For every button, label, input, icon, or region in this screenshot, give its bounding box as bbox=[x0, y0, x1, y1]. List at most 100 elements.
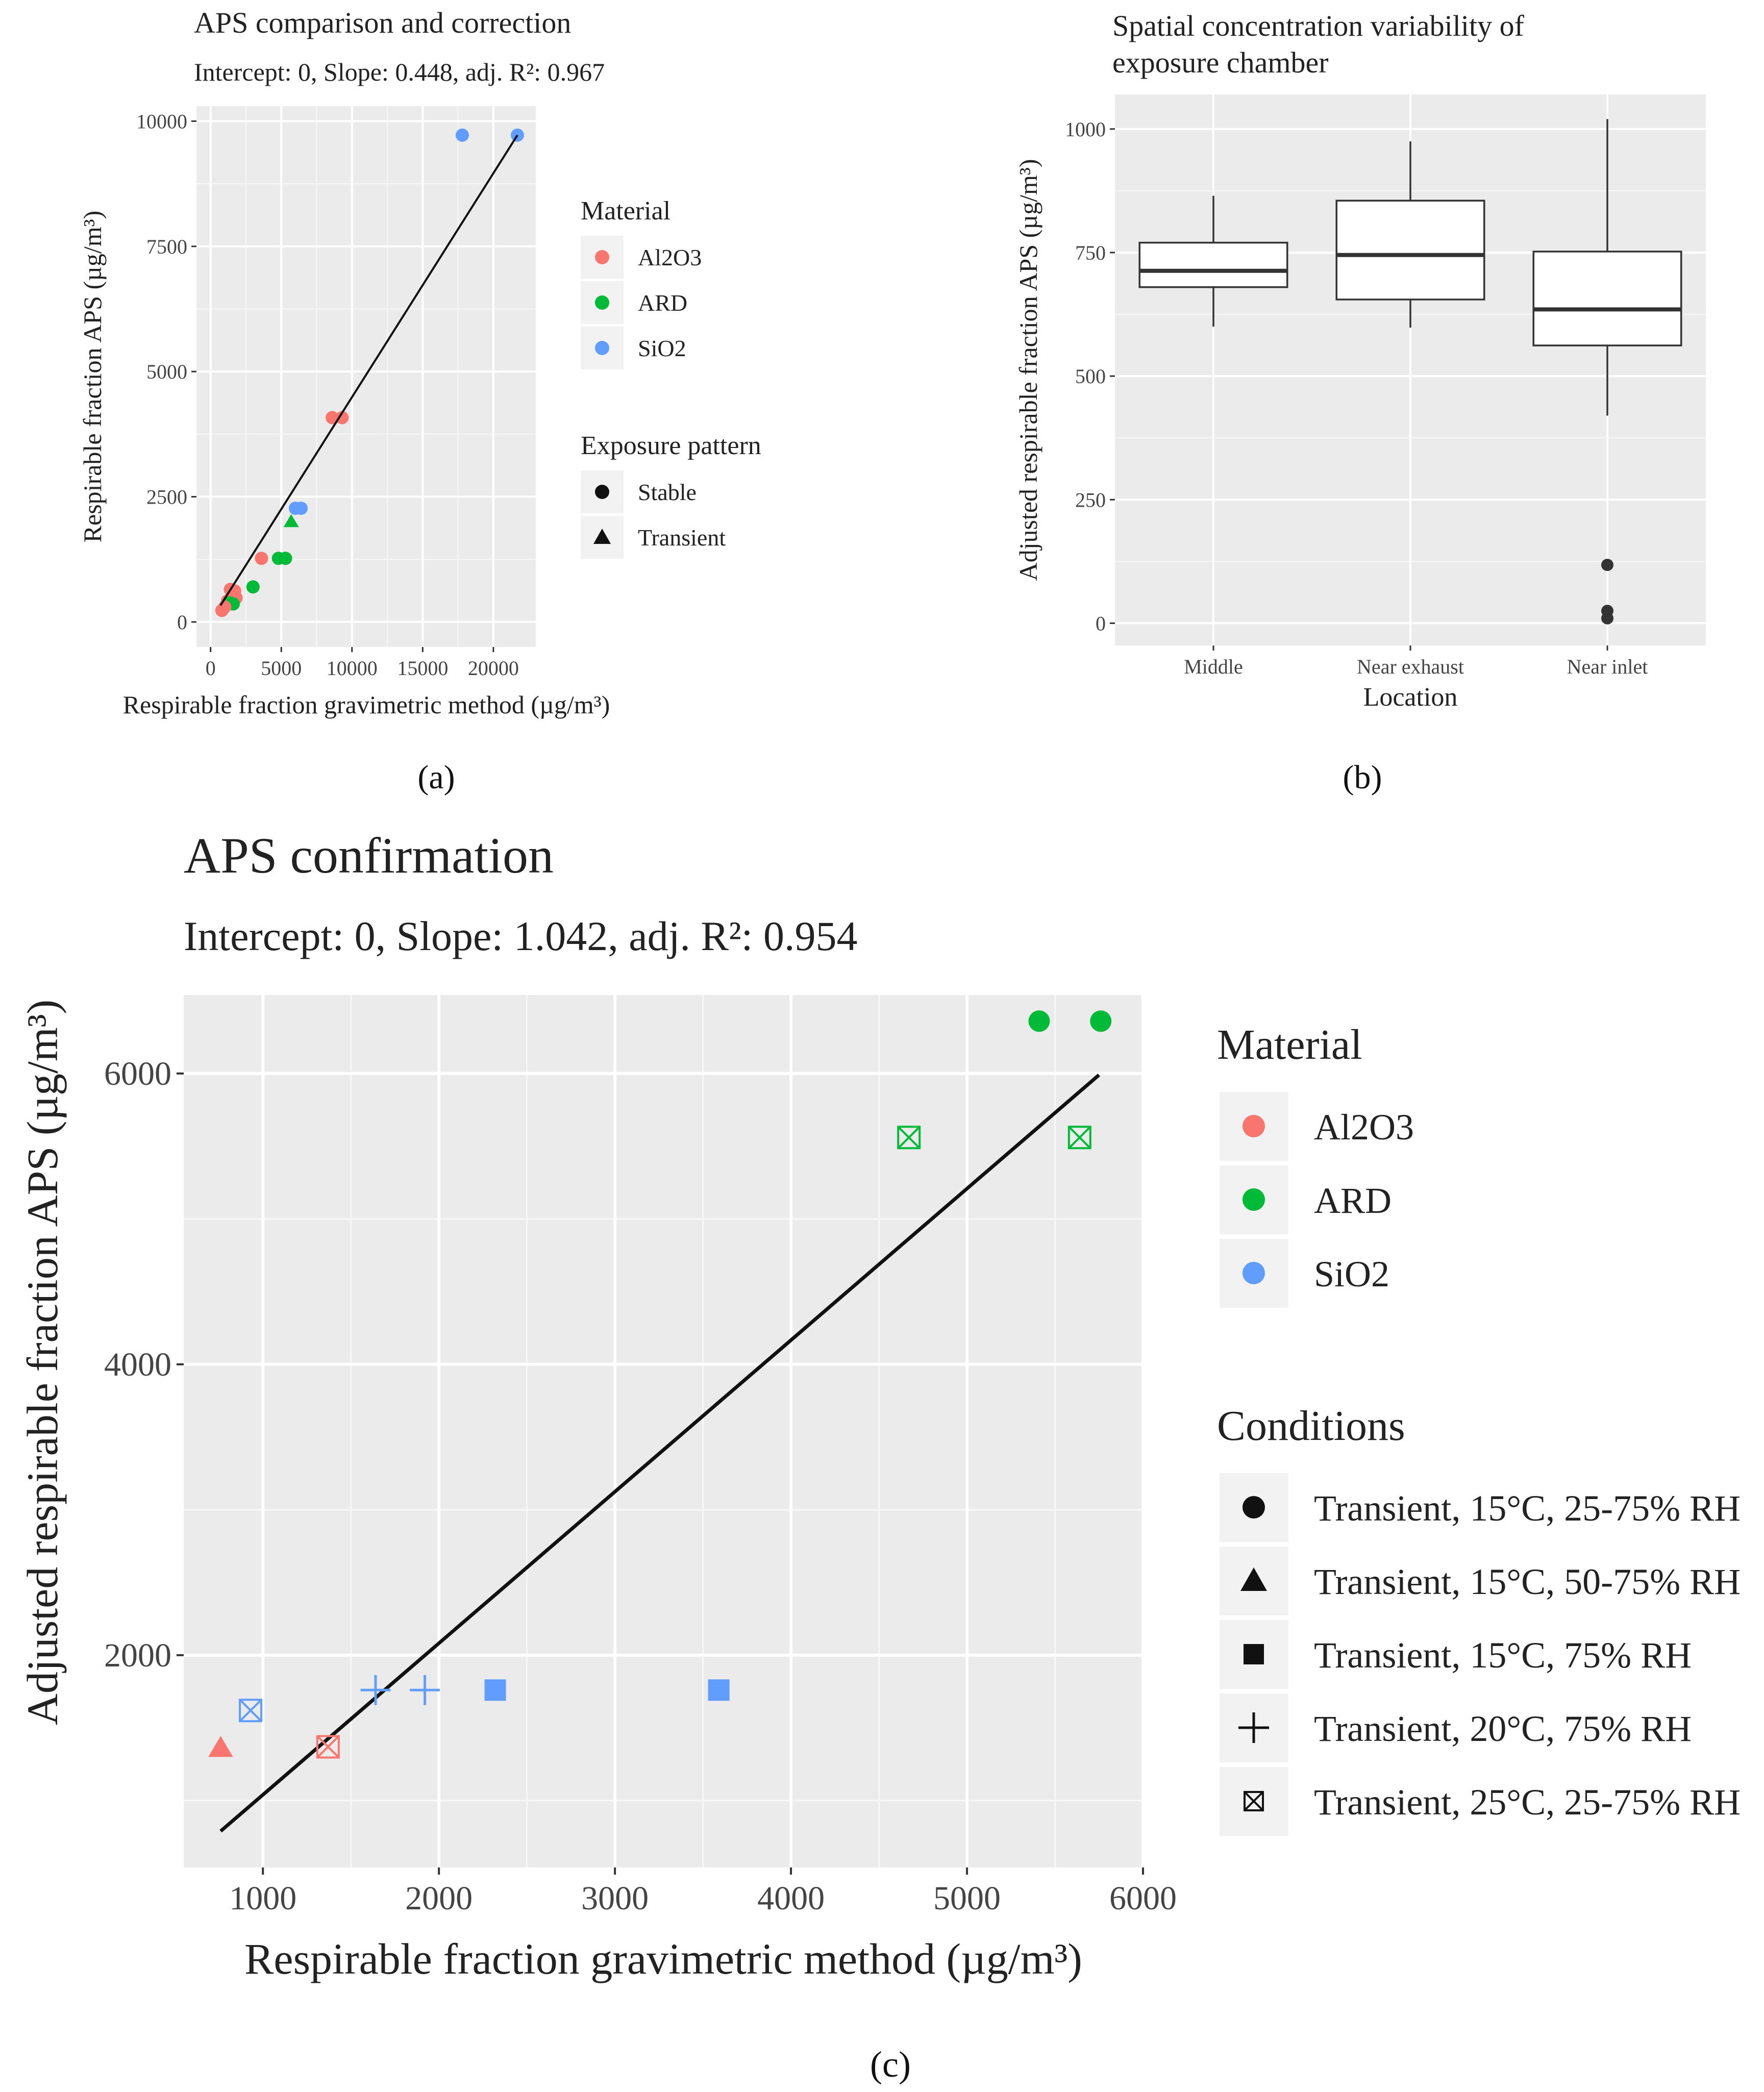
data-point-al2o3 bbox=[335, 411, 349, 425]
panel-b-x-axis-label: Location bbox=[1363, 683, 1458, 712]
y-tick-label: 6000 bbox=[104, 1055, 171, 1092]
panel-a-title: APS comparison and correction bbox=[194, 6, 571, 39]
x-tick-label: Middle bbox=[1184, 655, 1243, 678]
legend-label-ard: ARD bbox=[638, 290, 687, 316]
legend-label-transient: Transient bbox=[638, 525, 726, 551]
panel-a-axes: 0 5000 10000 15000 20000 0 2500 5000 7500 10000 bbox=[136, 110, 519, 680]
box-iqr bbox=[1335, 200, 1485, 301]
legend-label-al2o3: Al2O3 bbox=[1314, 1107, 1414, 1148]
legend-key-square bbox=[1244, 1644, 1264, 1664]
x-tick-label: Near inlet bbox=[1567, 655, 1648, 678]
panel-a-legend-pattern-title: Exposure pattern bbox=[581, 431, 761, 460]
data-point-sio2 bbox=[510, 128, 524, 142]
x-tick-label: 3000 bbox=[581, 1880, 649, 1917]
panel-b-title-line2: exposure chamber bbox=[1112, 46, 1329, 79]
fit-line bbox=[219, 134, 518, 606]
x-tick-label: Near exhaust bbox=[1357, 655, 1464, 678]
data-point-ard bbox=[1028, 1010, 1050, 1032]
legend-key-al2o3 bbox=[595, 250, 609, 264]
legend-key-al2o3 bbox=[1243, 1115, 1265, 1137]
panel-a-label: (a) bbox=[417, 759, 455, 796]
legend-key-ard bbox=[1243, 1188, 1265, 1211]
legend-label-condition-1: Transient, 15°C, 25-75% RH bbox=[1314, 1488, 1741, 1529]
legend-label-ard: ARD bbox=[1314, 1180, 1392, 1221]
panel-a-y-axis-label: Respirable fraction APS (µg/m³) bbox=[78, 211, 107, 543]
legend-key-boxx bbox=[1244, 1791, 1264, 1811]
y-tick-label: 10000 bbox=[136, 110, 187, 133]
y-tick-label: 7500 bbox=[146, 235, 187, 258]
panel-c-legend-conditions-title: Conditions bbox=[1217, 1402, 1405, 1450]
panel-c-gridlines bbox=[184, 995, 1145, 1867]
legend-key-circle bbox=[1243, 1496, 1265, 1518]
legend-label-al2o3: Al2O3 bbox=[638, 244, 702, 270]
data-point-sio2 bbox=[360, 1675, 391, 1705]
x-tick-label: 5000 bbox=[933, 1880, 1001, 1917]
data-point-sio2 bbox=[410, 1675, 440, 1705]
legend-key-transient-triangle bbox=[593, 529, 611, 544]
box-iqr bbox=[1532, 251, 1682, 346]
x-tick-label: 20000 bbox=[468, 657, 519, 680]
panel-b-title-line1: Spatial concentration variability of bbox=[1112, 9, 1525, 42]
x-tick-label: 0 bbox=[206, 657, 216, 680]
legend-key-stable-circle bbox=[595, 485, 609, 499]
panel-b-axes: 0 250 500 750 1000 Middle Near exhaust Near inl… bbox=[1065, 118, 1648, 678]
panel-c-label: (c) bbox=[870, 2044, 911, 2085]
x-tick-label: 4000 bbox=[757, 1880, 825, 1917]
fit-line bbox=[219, 1074, 1101, 1833]
legend-key-ard bbox=[595, 295, 609, 310]
data-point-al2o3 bbox=[208, 1736, 233, 1757]
legend-key-triangle bbox=[1240, 1567, 1267, 1591]
x-tick-label: 2000 bbox=[405, 1880, 473, 1917]
data-point-al2o3 bbox=[316, 1735, 340, 1759]
panel-a-legend-material-title: Material bbox=[581, 196, 670, 226]
legend-label-stable: Stable bbox=[638, 479, 697, 505]
legend-label-sio2: SiO2 bbox=[638, 335, 686, 361]
data-point-ard bbox=[1090, 1010, 1112, 1032]
data-point-ard bbox=[246, 580, 260, 594]
legend-label-condition-4: Transient, 20°C, 75% RH bbox=[1314, 1708, 1692, 1749]
panel-b: Spatial concentration variability of exp… bbox=[1014, 9, 1706, 796]
legend-label-condition-3: Transient, 15°C, 75% RH bbox=[1314, 1635, 1692, 1676]
x-tick-label: 5000 bbox=[261, 657, 302, 680]
legend-label-sio2: SiO2 bbox=[1314, 1254, 1389, 1294]
outlier-point bbox=[1601, 559, 1613, 571]
panel-c-y-axis-label: Adjusted respirable fraction APS (µg/m³) bbox=[18, 1000, 67, 1725]
panel-a-x-axis-label: Respirable fraction gravimetric method (… bbox=[123, 690, 610, 719]
data-point-al2o3 bbox=[326, 411, 339, 425]
data-point-ard bbox=[279, 552, 292, 565]
y-tick-label: 500 bbox=[1075, 365, 1106, 388]
legend-key-sio2 bbox=[1243, 1262, 1265, 1284]
y-tick-label: 750 bbox=[1075, 241, 1106, 264]
y-tick-label: 250 bbox=[1075, 488, 1106, 511]
panel-a-points bbox=[215, 128, 524, 617]
legend-key-plus bbox=[1238, 1712, 1269, 1743]
box-middle bbox=[1138, 195, 1288, 327]
data-point-al2o3 bbox=[215, 604, 229, 617]
box-near-inlet bbox=[1532, 119, 1682, 625]
panel-b-label: (b) bbox=[1343, 759, 1382, 796]
panel-c-title: APS confirmation bbox=[184, 827, 554, 884]
y-tick-label: 2000 bbox=[104, 1637, 171, 1674]
panel-c-plot-background bbox=[184, 995, 1143, 1867]
y-tick-label: 2500 bbox=[146, 486, 187, 509]
x-tick-label: 10000 bbox=[327, 657, 378, 680]
data-point-ard bbox=[1067, 1126, 1091, 1150]
data-point-ard bbox=[897, 1126, 921, 1150]
data-point-al2o3 bbox=[255, 552, 268, 565]
legend-label-condition-2: Transient, 15°C, 50-75% RH bbox=[1314, 1561, 1741, 1602]
panel-c-legend-material-title: Material bbox=[1217, 1021, 1362, 1068]
data-point-sio2 bbox=[708, 1679, 730, 1701]
panel-c-subtitle: Intercept: 0, Slope: 1.042, adj. R²: 0.9… bbox=[184, 913, 857, 959]
panel-c-x-axis-label: Respirable fraction gravimetric method (… bbox=[244, 1934, 1082, 1983]
panel-a-subtitle: Intercept: 0, Slope: 0.448, adj. R²: 0.9… bbox=[194, 58, 605, 86]
panel-b-boxes bbox=[1138, 119, 1682, 625]
data-point-sio2 bbox=[294, 502, 308, 515]
data-point-sio2 bbox=[484, 1679, 506, 1701]
box-near-exhaust bbox=[1335, 141, 1485, 328]
x-tick-label: 6000 bbox=[1109, 1880, 1177, 1917]
box-iqr bbox=[1138, 241, 1288, 288]
panel-b-y-axis-label: Adjusted respirable fraction APS (µg/m³) bbox=[1014, 159, 1042, 581]
y-tick-label: 0 bbox=[1096, 612, 1106, 635]
y-tick-label: 4000 bbox=[104, 1346, 171, 1383]
